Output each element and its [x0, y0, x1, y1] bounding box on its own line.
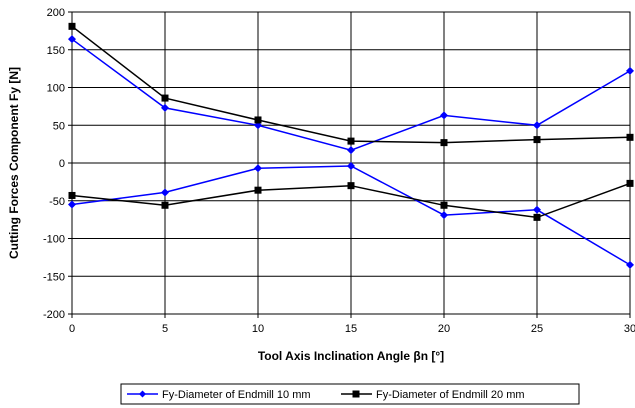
legend: Fy-Diameter of Endmill 10 mm Fy-Diameter… — [120, 383, 580, 405]
data-point-diamond — [161, 103, 169, 112]
data-point-square — [440, 139, 448, 147]
y-tick-label: 150 — [47, 45, 65, 57]
axes — [68, 11, 631, 318]
data-point-diamond — [68, 35, 76, 44]
data-point-diamond — [440, 211, 448, 220]
data-point-square — [161, 94, 169, 102]
legend-marker-square-20mm — [352, 390, 360, 398]
data-point-diamond — [533, 205, 541, 214]
data-point-diamond — [254, 164, 262, 173]
x-tick-label: 30 — [624, 323, 635, 335]
data-point-diamond — [440, 111, 448, 120]
data-point-square — [626, 179, 634, 187]
y-tick-label: -200 — [43, 309, 65, 321]
plot-area-border — [71, 11, 631, 315]
data-point-square — [68, 22, 76, 30]
x-axis-title: Tool Axis Inclination Angle βn [°] — [258, 349, 444, 363]
y-tick-label: -100 — [43, 234, 65, 246]
y-axis-title: Cutting Forces Component Fy [N] — [7, 67, 21, 259]
data-point-square — [533, 136, 541, 144]
data-point-diamond — [347, 146, 355, 155]
data-point-square — [68, 191, 76, 199]
x-tick-label: 15 — [345, 323, 357, 335]
x-tick-labels: 0 5 10 15 20 25 30 — [69, 323, 635, 335]
y-tick-label: -150 — [43, 271, 65, 283]
x-tick-label: 10 — [252, 323, 264, 335]
legend-marker-diamond-10mm — [139, 390, 146, 398]
data-point-diamond — [347, 162, 355, 171]
y-tick-label: 50 — [53, 120, 65, 132]
data-point-square — [626, 133, 634, 141]
data-point-diamond — [161, 188, 169, 197]
y-tick-labels: 200 150 100 50 0 -50 -100 -150 -200 — [43, 7, 65, 321]
x-tick-label: 0 — [69, 323, 75, 335]
data-point-diamond — [68, 200, 76, 209]
y-tick-label: 200 — [47, 7, 65, 19]
data-point-square — [161, 201, 169, 209]
data-point-square — [254, 116, 262, 124]
y-tick-label: 0 — [59, 158, 65, 170]
y-tick-label: 100 — [47, 83, 65, 95]
series-layer — [68, 22, 634, 269]
x-tick-label: 5 — [162, 323, 168, 335]
x-tick-label: 20 — [438, 323, 450, 335]
legend-label-20mm: Fy-Diameter of Endmill 20 mm — [376, 389, 525, 401]
data-point-square — [347, 137, 355, 145]
x-tick-label: 25 — [531, 323, 543, 335]
data-point-diamond — [626, 66, 634, 75]
data-point-square — [533, 213, 541, 221]
data-point-square — [254, 186, 262, 194]
data-point-square — [347, 182, 355, 190]
y-tick-label: -50 — [49, 196, 65, 208]
data-point-diamond — [533, 121, 541, 130]
legend-label-10mm: Fy-Diameter of Endmill 10 mm — [162, 389, 311, 401]
data-point-square — [440, 201, 448, 209]
data-point-diamond — [626, 260, 634, 269]
